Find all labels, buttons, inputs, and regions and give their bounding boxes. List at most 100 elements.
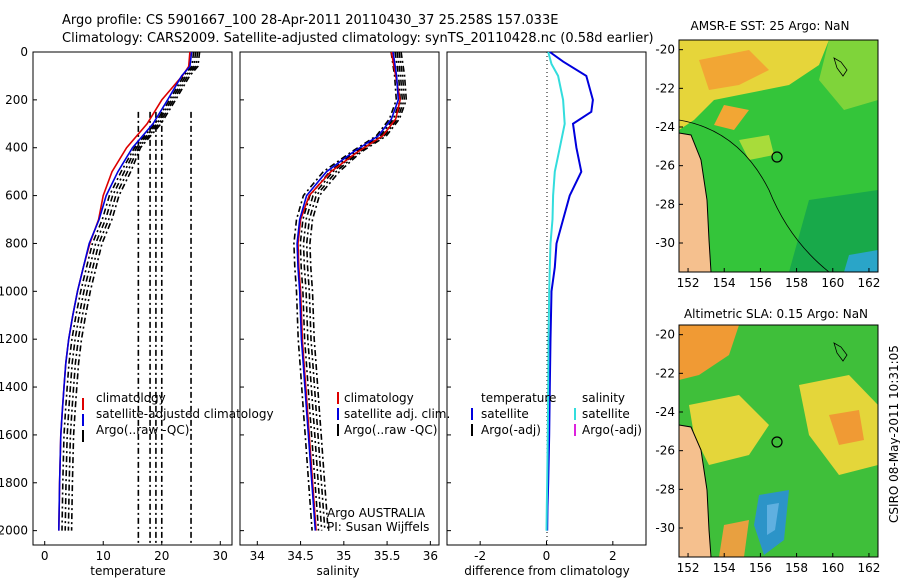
argo-profile-line <box>309 51 408 531</box>
sla-high-south <box>719 520 749 557</box>
map-x-tick-label: 160 <box>821 561 844 575</box>
sla-high-spot <box>829 410 864 445</box>
sla-map-axes <box>678 324 879 558</box>
map-y-tick-label: -20 <box>655 43 675 57</box>
map-y-tick-label: -30 <box>655 521 675 535</box>
argo-profile-line <box>293 51 398 531</box>
x-tick-label: -2 <box>474 549 486 563</box>
sla-map-panel: Altimetric SLA: 0.15 Argo: NaN 152 154 156… <box>655 307 880 575</box>
temperature-legend: climatology satellite-adjusted climatolo… <box>82 391 274 442</box>
sst-map-field <box>679 40 878 272</box>
difference-xlabel: difference from climatology <box>464 564 630 578</box>
climatology-line <box>58 51 191 531</box>
y-tick-label: 600 <box>5 189 28 203</box>
argo-profile-line <box>299 51 402 531</box>
map-x-tick-label: 162 <box>858 561 881 575</box>
map-x-tick-label: 154 <box>713 276 736 290</box>
header-line-2: Climatology: CARS2009. Satellite-adjuste… <box>62 31 654 46</box>
legend-argo: Argo(..raw -QC) <box>96 423 189 437</box>
map-x-tick-label: 162 <box>858 276 881 290</box>
map-x-tick-label: 156 <box>749 561 772 575</box>
argo-profile-line <box>67 51 199 531</box>
y-tick-label: 200 <box>5 93 28 107</box>
y-tick-label: 1400 <box>0 380 28 394</box>
x-tick-label: 20 <box>154 549 169 563</box>
salinity-difference-line <box>545 51 566 531</box>
sla-australia-land <box>679 424 712 557</box>
satellite-line <box>296 51 400 531</box>
legend-climatology: climatology <box>344 391 414 405</box>
legend-satellite: satellite adj. clim. <box>344 407 450 421</box>
map-y-tick-label: -24 <box>655 405 675 419</box>
x-tick-label: 34.5 <box>287 549 314 563</box>
sla-low-core <box>767 503 779 535</box>
map-y-tick-label: -22 <box>655 366 675 380</box>
x-tick-label: 34 <box>250 549 265 563</box>
map-y-tick-label: -28 <box>655 197 675 211</box>
salinity-legend: climatology satellite adj. clim. Argo(..… <box>337 391 450 437</box>
salinity-panel: 34 34.5 35 35.5 36 salinity climatology sate… <box>239 51 450 578</box>
map-x-tick-label: 160 <box>821 276 844 290</box>
sst-map-panel: AMSR-E SST: 25 Argo: NaN 152 154 156 158 160… <box>655 19 880 290</box>
legend-sal-satellite: satellite <box>582 407 630 421</box>
sla-map-ticks: 152 154 156 158 160 162 -20 -22 -24 -26 -28 -30 <box>655 328 880 575</box>
y-tick-label: 1200 <box>0 332 28 346</box>
sst-australia-land <box>679 132 712 272</box>
map-x-tick-label: 156 <box>749 276 772 290</box>
difference-panel: -2 0 2 difference from climatology tempera… <box>446 51 647 578</box>
footer-credit: CSIRO 08-May-2011 10:31:05 <box>887 345 900 523</box>
argo-profile-line <box>64 51 197 531</box>
sst-patch-a <box>739 135 774 160</box>
difference-lines <box>545 51 594 531</box>
sst-reef <box>833 57 848 77</box>
temperature-panel: 0 10 20 30 0 200 400 600 800 1000 1200 1400 1600 1800… <box>0 45 274 578</box>
legend-climatology: climatology <box>96 391 166 405</box>
x-tick-label: 35.5 <box>374 549 401 563</box>
legend-sal-argo: Argo(-adj) <box>582 423 642 437</box>
x-tick-label: 2 <box>609 549 617 563</box>
argo-profile-line <box>61 51 195 531</box>
map-y-tick-label: -26 <box>655 159 675 173</box>
map-y-tick-label: -22 <box>655 81 675 95</box>
map-x-tick-label: 158 <box>785 561 808 575</box>
salinity-annotation-pi: PI: Susan Wijffels <box>327 520 429 534</box>
y-tick-label: 1600 <box>0 428 28 442</box>
salinity-lines <box>296 51 401 531</box>
temperature-lines <box>58 51 193 531</box>
legend-temp-argo: Argo(-adj) <box>481 423 541 437</box>
salinity-annotation-program: Argo AUSTRALIA <box>327 506 426 520</box>
y-tick-label: 0 <box>20 45 28 59</box>
map-x-tick-label: 152 <box>677 276 700 290</box>
sst-argo-marker <box>771 151 783 163</box>
legend-salinity-heading: salinity <box>582 391 625 405</box>
sst-hot-region <box>699 50 769 90</box>
map-x-tick-label: 152 <box>677 561 700 575</box>
map-x-tick-label: 158 <box>785 276 808 290</box>
x-tick-label: 10 <box>96 549 111 563</box>
sla-high-region <box>679 325 739 380</box>
x-tick-label: 35 <box>336 549 351 563</box>
map-y-tick-label: -20 <box>655 328 675 342</box>
temperature-difference-line <box>546 51 594 531</box>
temperature-axes <box>32 51 233 546</box>
y-tick-label: 800 <box>5 236 28 250</box>
x-tick-label: 0 <box>41 549 49 563</box>
sla-map-title: Altimetric SLA: 0.15 Argo: NaN <box>684 307 868 321</box>
y-tick-label: 1800 <box>0 476 28 490</box>
salinity-axes <box>239 51 440 546</box>
sst-map-ticks: 152 154 156 158 160 162 -20 -22 -24 -26 -28 -30 <box>655 43 880 290</box>
sst-map-axes <box>678 39 879 273</box>
sst-hot-spot <box>714 105 749 130</box>
temperature-argo-group <box>61 51 201 545</box>
map-x-tick-label: 154 <box>713 561 736 575</box>
difference-ticks: -2 0 2 <box>447 51 617 563</box>
map-y-tick-label: -28 <box>655 482 675 496</box>
temperature-ticks: 0 10 20 30 0 200 400 600 800 1000 1200 1400 1600 1800… <box>0 45 228 563</box>
map-y-tick-label: -26 <box>655 444 675 458</box>
argo-profile-line <box>70 51 201 531</box>
x-tick-label: 0 <box>543 549 551 563</box>
legend-satellite: satellite-adjusted climatology <box>96 407 274 421</box>
x-tick-label: 36 <box>423 549 438 563</box>
